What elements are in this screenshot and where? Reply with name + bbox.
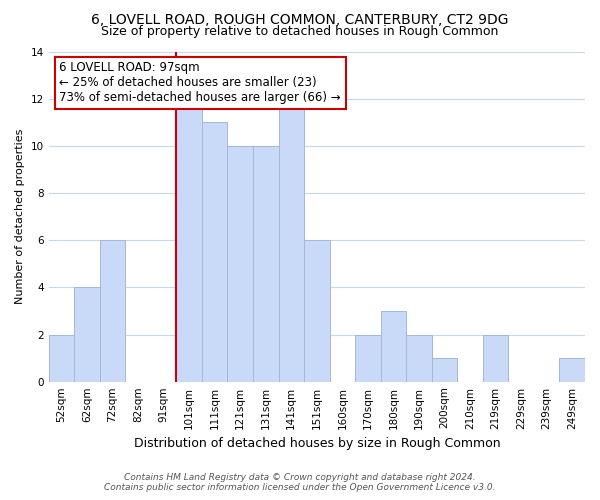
Y-axis label: Number of detached properties: Number of detached properties [15,129,25,304]
Bar [278,98,304,382]
Text: Size of property relative to detached houses in Rough Common: Size of property relative to detached ho… [101,25,499,38]
Bar [202,122,227,382]
Bar [355,334,380,382]
Bar [100,240,125,382]
Text: Contains HM Land Registry data © Crown copyright and database right 2024.
Contai: Contains HM Land Registry data © Crown c… [104,473,496,492]
Bar [304,240,329,382]
Bar [176,98,202,382]
Text: 6, LOVELL ROAD, ROUGH COMMON, CANTERBURY, CT2 9DG: 6, LOVELL ROAD, ROUGH COMMON, CANTERBURY… [91,12,509,26]
Text: 6 LOVELL ROAD: 97sqm
← 25% of detached houses are smaller (23)
73% of semi-detac: 6 LOVELL ROAD: 97sqm ← 25% of detached h… [59,62,341,104]
Bar [559,358,585,382]
Bar [406,334,432,382]
X-axis label: Distribution of detached houses by size in Rough Common: Distribution of detached houses by size … [134,437,500,450]
Bar [432,358,457,382]
Bar [74,288,100,382]
Bar [49,334,74,382]
Bar [380,311,406,382]
Bar [253,146,278,382]
Bar [483,334,508,382]
Bar [227,146,253,382]
